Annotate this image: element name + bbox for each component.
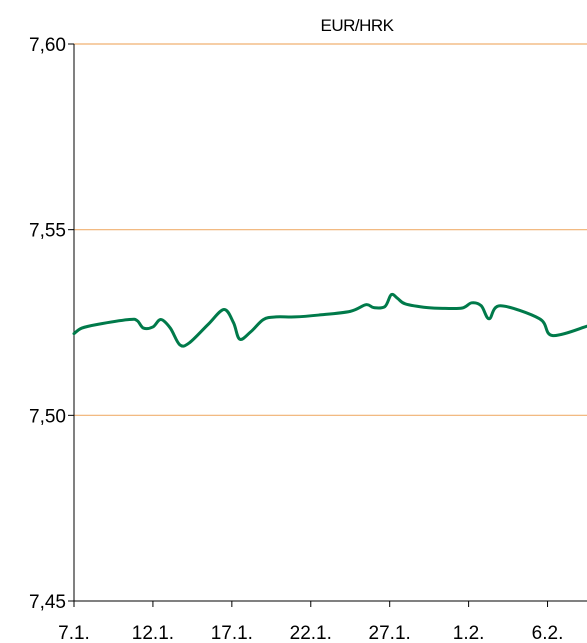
x-tick-label: 7.1. bbox=[58, 623, 90, 643]
x-tick-label: 6.2. bbox=[532, 623, 564, 643]
x-tick-label: 27.1. bbox=[369, 623, 411, 643]
x-tick-label: 12.1. bbox=[132, 623, 174, 643]
x-axis-tick-labels: 7.1. 12.1. 17.1. 22.1. 27.1. 1.2. 6.2. bbox=[58, 623, 563, 643]
series-line-eur-hrk bbox=[72, 292, 587, 348]
y-tick-label: 7,50 bbox=[29, 406, 66, 427]
x-tick-label: 22.1. bbox=[290, 623, 332, 643]
chart-title: EUR/HRK bbox=[320, 16, 394, 35]
axes bbox=[68, 43, 587, 607]
y-tick-label: 7,60 bbox=[29, 35, 66, 56]
y-axis-tick-labels: 7,45 7,50 7,55 7,60 bbox=[29, 35, 66, 613]
gridlines bbox=[74, 43, 587, 416]
y-tick-label: 7,45 bbox=[29, 592, 66, 613]
series-layer bbox=[72, 292, 587, 348]
x-tick-label: 1.2. bbox=[453, 623, 485, 643]
y-tick-label: 7,55 bbox=[29, 221, 66, 242]
x-tick-label: 17.1. bbox=[211, 623, 253, 643]
